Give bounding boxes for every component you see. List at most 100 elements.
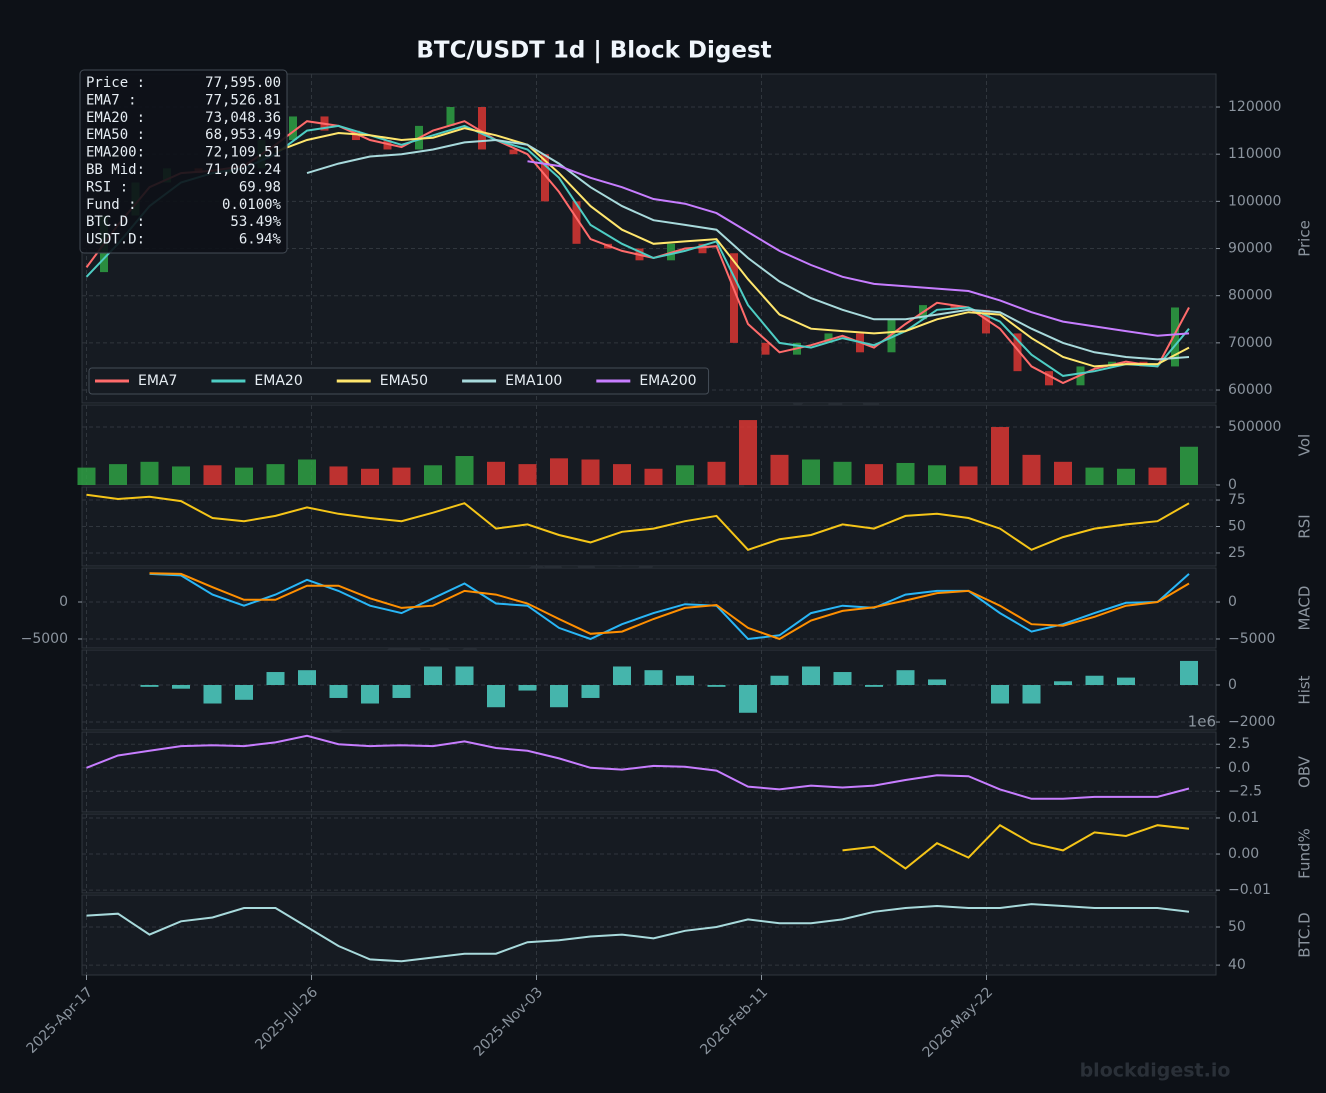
bar: [329, 685, 348, 698]
candle-body: [730, 253, 738, 343]
bar: [1117, 468, 1135, 485]
bar: [802, 666, 820, 685]
bar: [203, 685, 222, 704]
bar: [613, 666, 631, 685]
bar: [203, 465, 222, 485]
y-tick-label: 0.0: [1228, 760, 1250, 776]
info-label: BB Mid:: [86, 162, 145, 178]
y-tick-label: −2000: [1228, 714, 1275, 730]
info-value: 0.0100%: [222, 197, 282, 213]
y-tick-label-left: −5000: [21, 631, 68, 647]
y-tick-label: 0: [1228, 477, 1237, 493]
info-label: EMA7 :: [86, 92, 137, 108]
y-tick-label: 25: [1228, 545, 1246, 561]
y-axis-label: OBV: [1296, 755, 1314, 788]
legend-label: EMA20: [254, 373, 302, 389]
bar: [1085, 675, 1104, 685]
y-axis-label: Vol: [1296, 434, 1314, 456]
legend-box: [88, 367, 710, 395]
candle-body: [1171, 307, 1179, 367]
info-label: Fund :: [86, 197, 137, 213]
bar: [487, 461, 505, 485]
legend-label: EMA100: [505, 373, 562, 389]
candle-body: [1045, 371, 1053, 386]
series-line: [86, 734, 1190, 800]
candle-body: [352, 130, 360, 141]
y-axis-label: Price: [1296, 220, 1314, 257]
bar: [455, 666, 474, 685]
candle-body: [446, 107, 455, 126]
info-label: EMA20 :: [86, 110, 145, 126]
bar: [865, 464, 883, 485]
bar: [707, 461, 726, 485]
y-tick-label: 75: [1228, 492, 1246, 508]
bar: [550, 685, 568, 708]
y-tick-label: 0.01: [1228, 810, 1259, 826]
bar: [991, 427, 1009, 485]
info-label: BTC.D :: [86, 214, 145, 230]
bar: [1022, 454, 1041, 485]
y-axis-label: Hist: [1296, 675, 1314, 704]
y-tick-label: −2.5: [1228, 783, 1262, 799]
bar: [739, 420, 757, 485]
series-line: [842, 823, 1190, 870]
bar: [676, 465, 694, 485]
bar: [361, 685, 379, 704]
bar: [581, 459, 600, 485]
axis-scale-label: 1e6: [1188, 713, 1216, 731]
bar: [865, 685, 883, 687]
y-tick-label: 90000: [1228, 241, 1273, 257]
bar: [1054, 681, 1072, 685]
bar: [140, 461, 159, 485]
bar: [392, 685, 411, 698]
bar: [1180, 446, 1198, 485]
y-tick-label: 120000: [1228, 99, 1281, 115]
bar: [487, 685, 505, 708]
bar: [1022, 685, 1041, 704]
info-box: Price : 77,595.00 EMA7 : 77,526.81 EMA20 : 73…: [79, 69, 288, 254]
bar: [739, 685, 757, 713]
bar: [455, 456, 474, 485]
info-value: 77,526.81: [205, 92, 281, 108]
series-line: [306, 138, 1190, 361]
legend-label: EMA200: [639, 373, 696, 389]
bar: [266, 464, 285, 485]
bar: [613, 464, 631, 485]
bar: [518, 685, 537, 691]
info-label: EMA50 :: [86, 127, 145, 143]
y-tick-label: −0.01: [1228, 882, 1271, 898]
candle-body: [950, 305, 959, 310]
y-tick-label: 70000: [1228, 335, 1273, 351]
info-label: EMA200:: [86, 145, 145, 161]
info-box-bg: [79, 69, 288, 254]
y-axis-label: BTC.D: [1296, 912, 1314, 957]
bar: [298, 459, 316, 485]
info-value: 71,002.24: [205, 162, 281, 178]
legend-label: EMA7: [138, 373, 177, 389]
y-tick-label: 0: [1228, 677, 1237, 693]
y-axis-label: MACD: [1296, 586, 1314, 631]
info-value: 77,595.00: [205, 75, 281, 91]
info-value: 6.94%: [239, 232, 282, 248]
info-value: 69.98: [239, 179, 281, 195]
bar: [1148, 467, 1167, 485]
bar: [518, 464, 537, 485]
bar: [1085, 467, 1104, 485]
bar: [928, 679, 946, 685]
bar: [959, 466, 978, 485]
watermark-corner: blockdigest.io: [1080, 1060, 1231, 1082]
info-value: 72,109.51: [205, 145, 281, 161]
info-value: 68,953.49: [205, 127, 281, 143]
bar: [550, 458, 568, 485]
bar: [1117, 677, 1135, 685]
candle-body: [541, 154, 549, 202]
bar: [770, 454, 789, 485]
panel-background: [81, 567, 1217, 649]
bar: [928, 465, 946, 485]
y-tick-label: 50: [1228, 519, 1246, 535]
candle-body: [572, 201, 581, 244]
bar: [361, 468, 379, 485]
bar: [833, 461, 852, 485]
bar: [1180, 660, 1198, 685]
